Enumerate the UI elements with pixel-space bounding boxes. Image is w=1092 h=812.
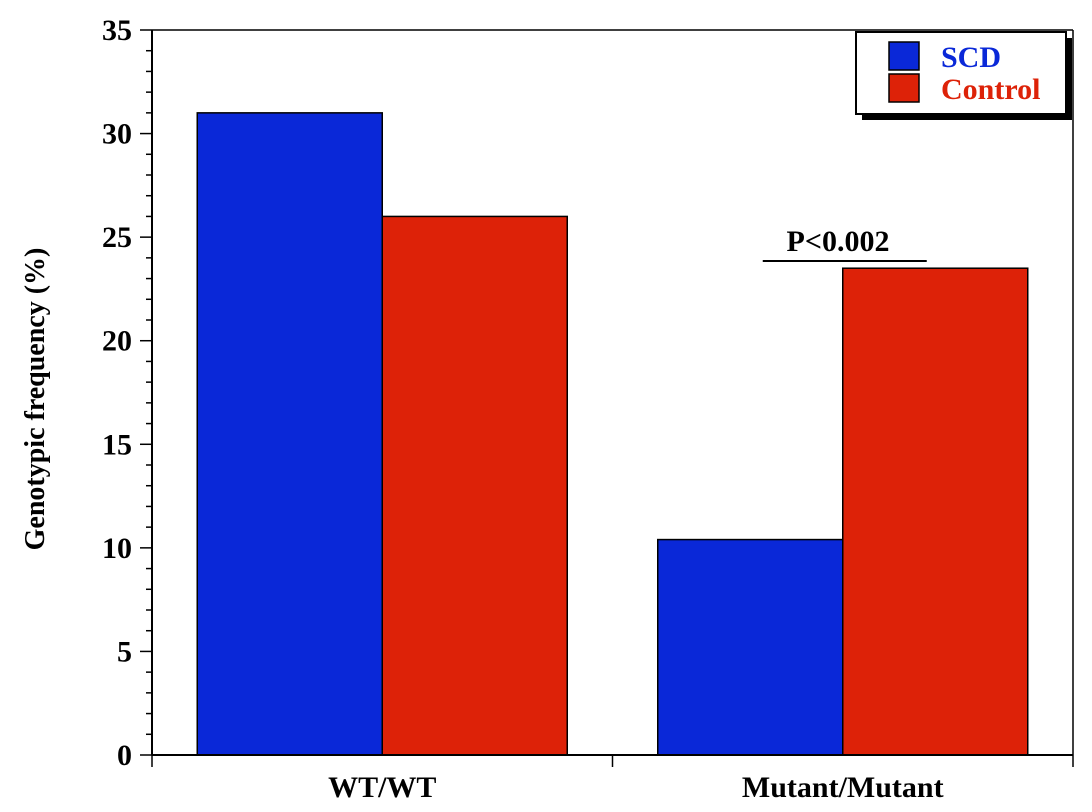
legend-swatch-control	[888, 73, 920, 103]
legend-label-control: Control	[941, 73, 1040, 106]
y-tick-label: 0	[117, 739, 132, 772]
y-axis-title: Genotypic frequency (%)	[20, 248, 51, 551]
y-axis-major-ticks: 0 5 10 15 20 25 30 35	[102, 14, 152, 772]
x-axis-ticks: WT/WT Mutant/Mutant	[151, 755, 1074, 804]
x-category-label: Mutant/Mutant	[742, 771, 944, 804]
y-tick-label: 20	[102, 325, 132, 358]
bar-scd-wt-wt	[196, 112, 383, 756]
legend-swatch-scd	[888, 41, 920, 71]
y-tick-label: 15	[102, 428, 132, 461]
bar-scd-mutant-mutant	[657, 538, 844, 756]
p-value-label: P<0.002	[787, 225, 890, 258]
significance-annotation: P<0.002	[762, 225, 927, 262]
y-tick-label: 25	[102, 221, 132, 254]
bars-group	[196, 112, 1029, 756]
y-tick-label: 10	[102, 532, 132, 565]
y-tick-label: 35	[102, 14, 132, 47]
x-category-label: WT/WT	[328, 771, 436, 804]
legend-label-scd: SCD	[941, 41, 1001, 74]
bar-control-mutant-mutant	[842, 267, 1029, 756]
y-tick-label: 30	[102, 118, 132, 151]
bar-control-wt-wt	[381, 215, 568, 756]
y-tick-label: 5	[117, 635, 132, 668]
